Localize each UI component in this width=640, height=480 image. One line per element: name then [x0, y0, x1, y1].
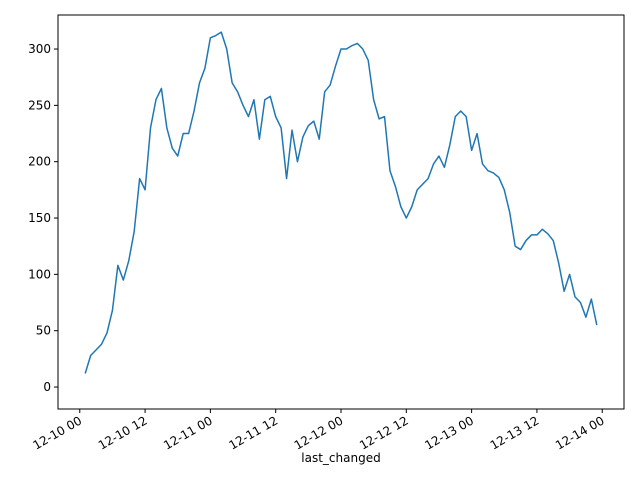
x-tick-label: 12-13 00 — [422, 413, 476, 452]
y-tick-label: 50 — [36, 324, 51, 338]
data-line — [84, 31, 598, 374]
x-tick-label: 12-11 12 — [226, 413, 280, 452]
y-tick-label: 300 — [28, 42, 51, 56]
plot-frame — [57, 14, 625, 410]
x-tick-label: 12-11 00 — [161, 413, 215, 452]
y-tick-label: 200 — [28, 155, 51, 169]
y-tick-label: 250 — [28, 98, 51, 112]
x-tick-label: 12-12 12 — [357, 413, 411, 452]
x-tick-label: 12-14 00 — [553, 413, 607, 452]
x-tick-label: 12-10 12 — [96, 413, 150, 452]
x-tick-label: 12-10 00 — [31, 413, 85, 452]
x-tick-label: 12-12 00 — [292, 413, 346, 452]
y-tick-label: 0 — [43, 380, 51, 394]
y-tick-label: 150 — [28, 211, 51, 225]
y-tick-label: 100 — [28, 267, 51, 281]
x-axis-label: last_changed — [301, 451, 380, 465]
x-tick-label: 12-13 12 — [488, 413, 542, 452]
